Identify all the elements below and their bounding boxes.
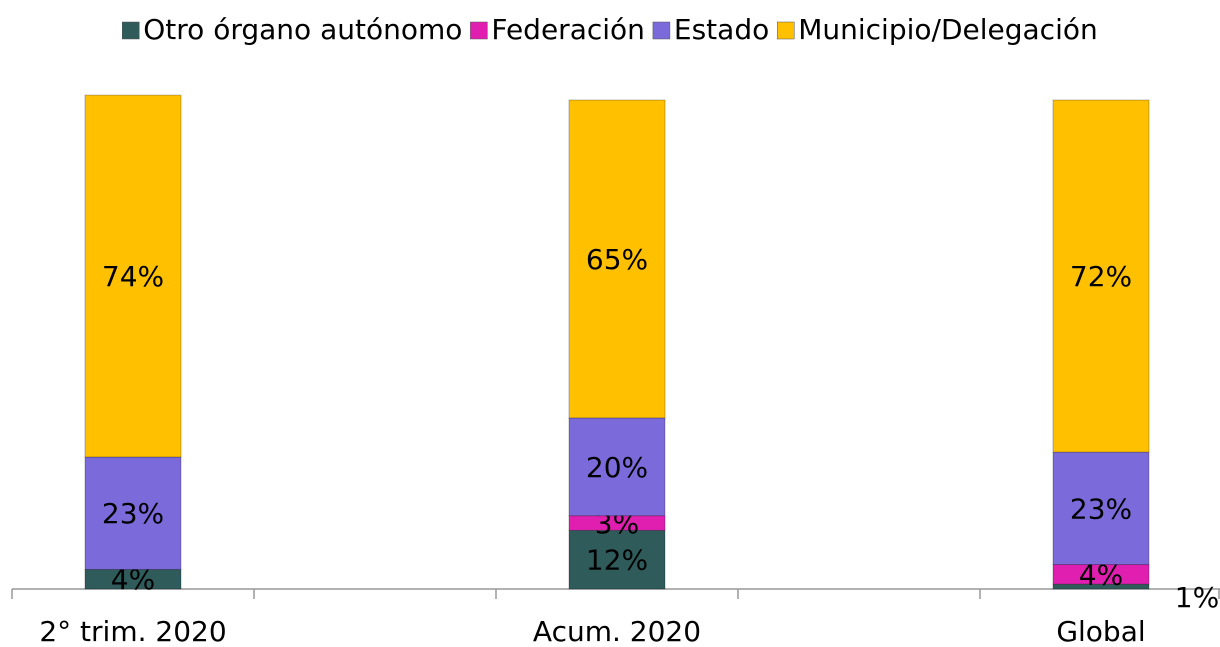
data-label: 20% [586, 451, 648, 484]
bar-segment [84, 456, 182, 570]
data-label: 74% [102, 260, 164, 293]
data-label: 65% [586, 243, 648, 276]
legend-label: Federación [491, 13, 645, 46]
x-tick-label: Acum. 2020 [533, 615, 701, 647]
data-label: 23% [1070, 492, 1132, 525]
legend-swatch [122, 21, 140, 40]
x-tick-label: 2° trim. 2020 [39, 615, 226, 647]
bar-segment [568, 529, 666, 590]
data-label: 23% [102, 497, 164, 530]
legend-label: Estado [674, 13, 769, 46]
legend-label: Municipio/Delegación [798, 13, 1098, 46]
data-label: 12% [586, 544, 648, 577]
legend-swatch [776, 21, 795, 40]
x-tick-label: Global [1056, 615, 1145, 647]
legend-label: Otro órgano autónomo [143, 13, 462, 46]
bar-segment [1052, 451, 1150, 566]
legend-swatch [652, 21, 671, 40]
bar-segment [84, 94, 182, 458]
legend: Otro órgano autónomo Federación Estado Muni… [122, 13, 1098, 46]
data-label: 1% [1175, 581, 1219, 614]
bar-segment [568, 417, 666, 517]
bar-segment [568, 99, 666, 419]
legend-swatch [470, 21, 488, 40]
data-label: 72% [1070, 260, 1132, 293]
bar-segment [1052, 99, 1150, 453]
